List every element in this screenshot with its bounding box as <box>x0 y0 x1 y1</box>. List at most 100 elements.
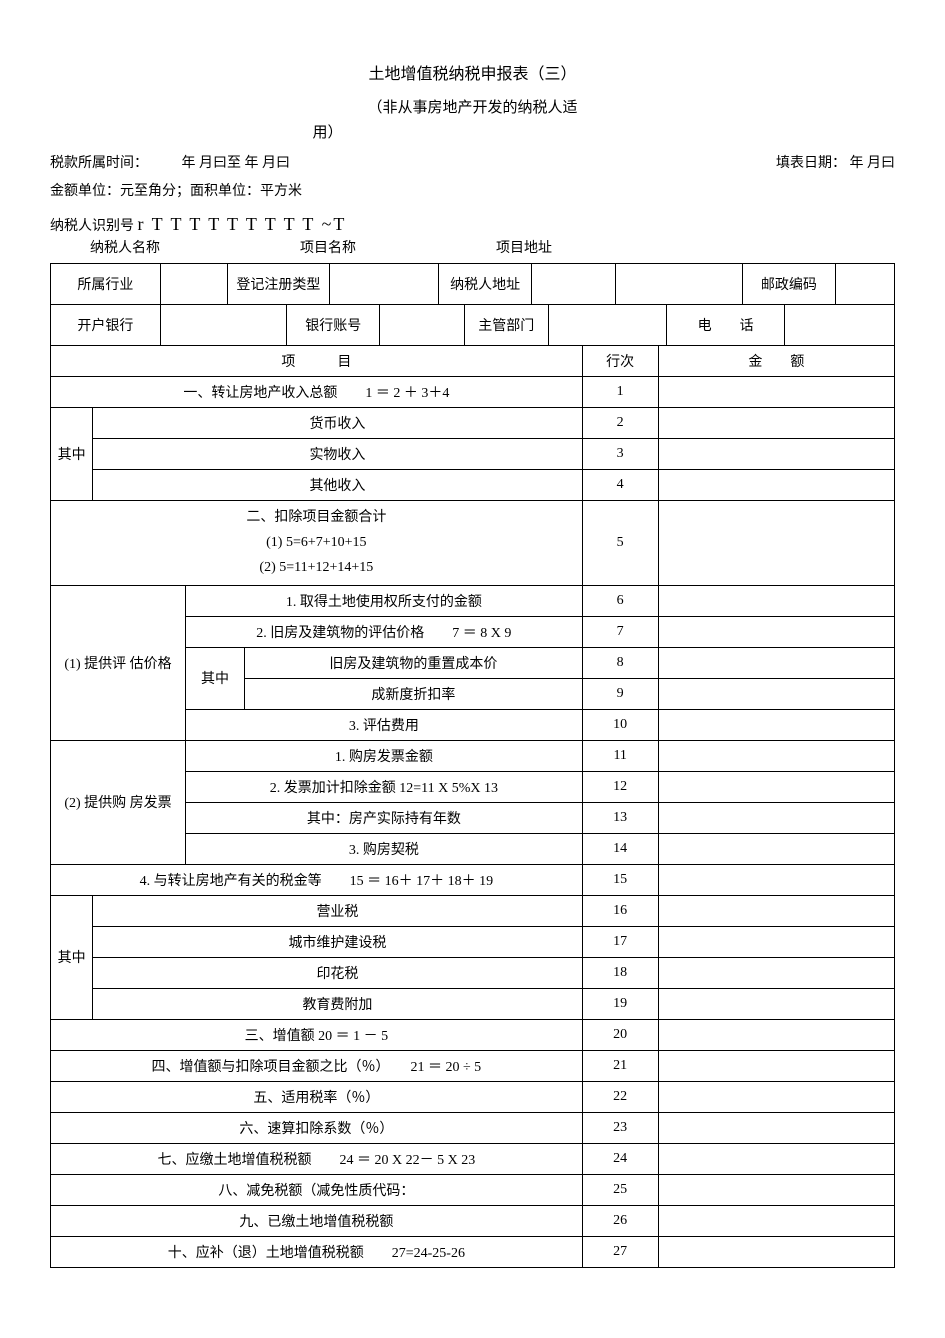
row-4-amount[interactable] <box>658 470 894 501</box>
unit-line: 金额单位：元至角分；面积单位：平方米 <box>50 180 895 200</box>
row-6-amount[interactable] <box>658 585 894 616</box>
row-5-amount[interactable] <box>658 501 894 586</box>
row-20-no: 20 <box>582 1019 658 1050</box>
fill-date-label: 填表日期： <box>776 156 846 171</box>
row-14-no: 14 <box>582 833 658 864</box>
row-4-label: 其他收入 <box>93 470 583 501</box>
table-row: 其中 营业税 16 <box>51 895 895 926</box>
row-18-no: 18 <box>582 957 658 988</box>
row-21-no: 21 <box>582 1050 658 1081</box>
row-9-label: 成新度折扣率 <box>245 678 583 709</box>
table-row: 其中 货币收入 2 <box>51 408 895 439</box>
row-20-amount[interactable] <box>658 1019 894 1050</box>
row-3-label: 实物收入 <box>93 439 583 470</box>
row-12-no: 12 <box>582 771 658 802</box>
period-value: 年 月曰至 年 月曰 <box>182 156 291 171</box>
table-row: (2) 提供购 房发票 1. 购房发票金额 11 <box>51 740 895 771</box>
row-7-amount[interactable] <box>658 616 894 647</box>
row-22-amount[interactable] <box>658 1081 894 1112</box>
row-24-label: 七、应缴土地增值税税额 24 ＝ 20 X 22－ 5 X 23 <box>51 1143 583 1174</box>
table-row: 六、速算扣除系数（％） 23 <box>51 1112 895 1143</box>
postcode-value[interactable] <box>835 264 894 305</box>
industry-value[interactable] <box>160 264 228 305</box>
account-label: 银行账号 <box>287 305 380 346</box>
row-3-amount[interactable] <box>658 439 894 470</box>
row-20-label: 三、增值额 20 ＝ 1 － 5 <box>51 1019 583 1050</box>
row-8-label: 旧房及建筑物的重置成本价 <box>245 647 583 678</box>
row-15-amount[interactable] <box>658 864 894 895</box>
table-row: 4. 与转让房地产有关的税金等 15 ＝ 16＋ 17＋ 18＋ 19 15 <box>51 864 895 895</box>
period-label: 税款所属时间： <box>50 156 148 171</box>
row-15-no: 15 <box>582 864 658 895</box>
row-9-no: 9 <box>582 678 658 709</box>
project-addr-label: 项目地址 <box>496 237 552 257</box>
row-27-no: 27 <box>582 1236 658 1267</box>
row-19-amount[interactable] <box>658 988 894 1019</box>
row-8-no: 8 <box>582 647 658 678</box>
bank-value[interactable] <box>160 305 287 346</box>
row-14-amount[interactable] <box>658 833 894 864</box>
row-19-label: 教育费附加 <box>93 988 583 1019</box>
row-25-amount[interactable] <box>658 1174 894 1205</box>
row-10-amount[interactable] <box>658 709 894 740</box>
row-10-label: 3. 评估费用 <box>186 709 583 740</box>
reg-type-value[interactable] <box>329 264 439 305</box>
taxpayer-id-boxes: r T T T T T T T T T ~T <box>138 214 347 234</box>
row-1-amount[interactable] <box>658 377 894 408</box>
row-13-no: 13 <box>582 802 658 833</box>
taxpayer-addr-label: 纳税人地址 <box>439 264 532 305</box>
taxpayer-addr-value[interactable] <box>532 264 616 305</box>
group-2-label: (2) 提供购 房发票 <box>51 740 186 864</box>
row-22-label: 五、适用税率（％） <box>51 1081 583 1112</box>
row-16-amount[interactable] <box>658 895 894 926</box>
qizhong-label-1: 其中 <box>51 408 93 501</box>
row-22-no: 22 <box>582 1081 658 1112</box>
row-5c: (2) 5=11+12+14+15 <box>57 555 576 580</box>
row-18-label: 印花税 <box>93 957 583 988</box>
row-3-no: 3 <box>582 439 658 470</box>
row-1-label: 一、转让房地产收入总额 1 ＝ 2 ＋ 3＋4 <box>51 377 583 408</box>
phone-label: 电 话 <box>667 305 785 346</box>
account-value[interactable] <box>380 305 464 346</box>
info-table-row1: 所属行业 登记注册类型 纳税人地址 邮政编码 <box>50 263 895 305</box>
row-15-label: 4. 与转让房地产有关的税金等 15 ＝ 16＋ 17＋ 18＋ 19 <box>51 864 583 895</box>
row-24-amount[interactable] <box>658 1143 894 1174</box>
table-row: 教育费附加 19 <box>51 988 895 1019</box>
qizhong-label-2: 其中 <box>186 647 245 709</box>
fill-date-value: 年 月曰 <box>850 156 896 171</box>
taxpayer-id-label: 纳税人识别号 <box>50 219 134 234</box>
table-row: 七、应缴土地增值税税额 24 ＝ 20 X 22－ 5 X 23 24 <box>51 1143 895 1174</box>
project-name-label: 项目名称 <box>300 237 356 257</box>
row-18-amount[interactable] <box>658 957 894 988</box>
spacer-cell-2 <box>709 264 743 305</box>
row-13-amount[interactable] <box>658 802 894 833</box>
row-23-amount[interactable] <box>658 1112 894 1143</box>
row-7-label: 2. 旧房及建筑物的评估价格 7 ＝ 8 X 9 <box>186 616 583 647</box>
form-subtitle-2: 用） <box>313 121 633 142</box>
form-title: 土地增值税纳税申报表（三） <box>50 60 895 84</box>
bank-label: 开户银行 <box>51 305 161 346</box>
row-8-amount[interactable] <box>658 647 894 678</box>
row-6-no: 6 <box>582 585 658 616</box>
table-row: 二、扣除项目金额合计 (1) 5=6+7+10+15 (2) 5=11+12+1… <box>51 501 895 586</box>
table-row: (1) 提供评 估价格 1. 取得土地使用权所支付的金额 6 <box>51 585 895 616</box>
row-26-label: 九、已缴土地增值税税额 <box>51 1205 583 1236</box>
row-10-no: 10 <box>582 709 658 740</box>
row-2-no: 2 <box>582 408 658 439</box>
row-27-amount[interactable] <box>658 1236 894 1267</box>
table-row: 十、应补（退）土地增值税税额 27=24-25-26 27 <box>51 1236 895 1267</box>
row-12-amount[interactable] <box>658 771 894 802</box>
row-21-label: 四、增值额与扣除项目金额之比（％） 21 ＝ 20 ÷ 5 <box>51 1050 583 1081</box>
row-13-label: 其中：房产实际持有年数 <box>186 802 583 833</box>
row-11-amount[interactable] <box>658 740 894 771</box>
form-subtitle-1: （非从事房地产开发的纳税人适 <box>313 96 633 117</box>
row-6-label: 1. 取得土地使用权所支付的金额 <box>186 585 583 616</box>
phone-value[interactable] <box>785 305 895 346</box>
spacer-cell <box>616 264 709 305</box>
row-17-amount[interactable] <box>658 926 894 957</box>
row-21-amount[interactable] <box>658 1050 894 1081</box>
row-9-amount[interactable] <box>658 678 894 709</box>
dept-value[interactable] <box>548 305 666 346</box>
row-2-amount[interactable] <box>658 408 894 439</box>
row-26-amount[interactable] <box>658 1205 894 1236</box>
